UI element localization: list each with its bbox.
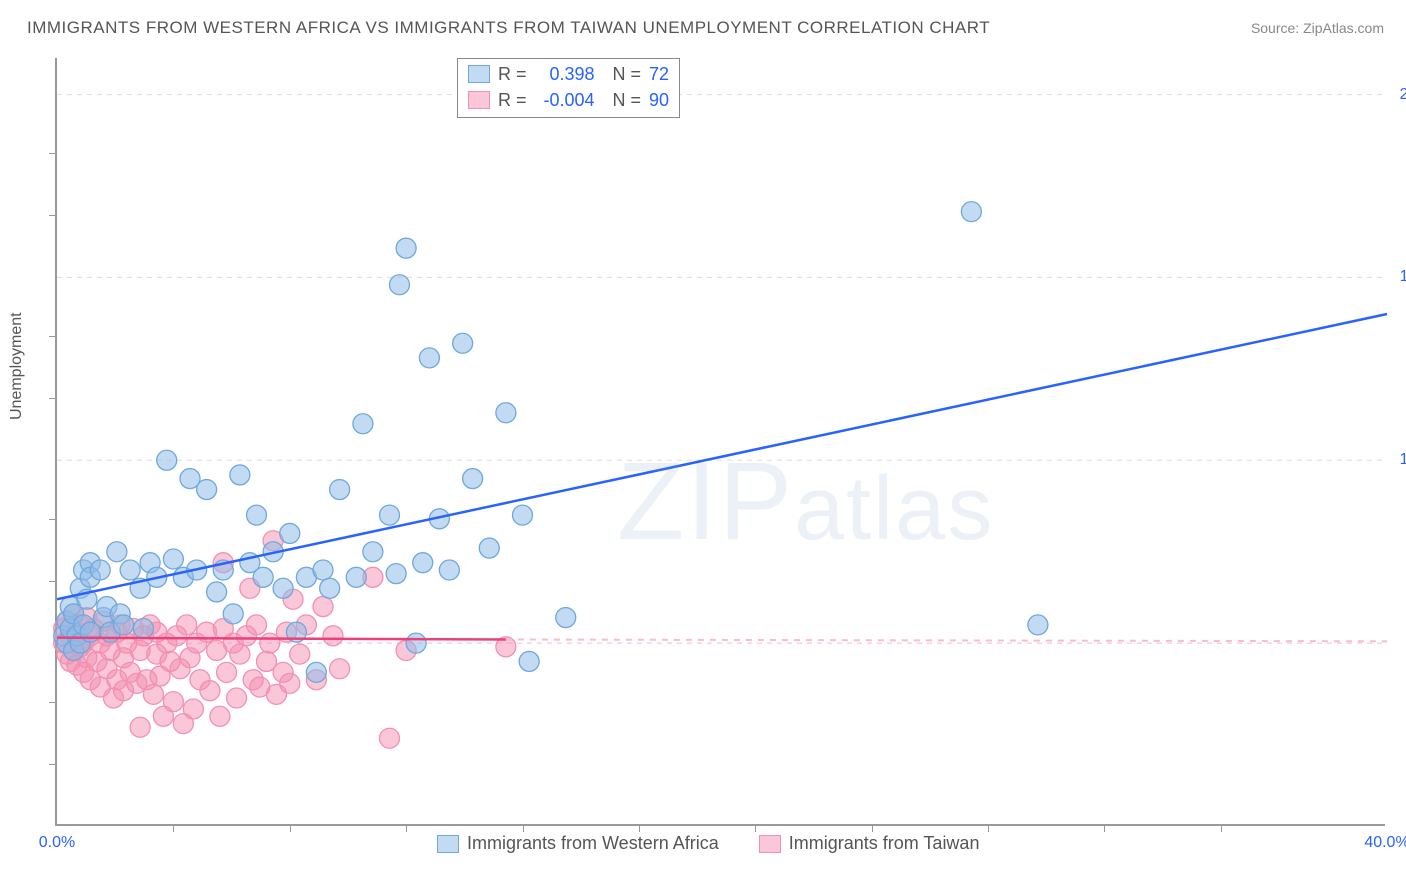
n-label: N = (613, 61, 642, 87)
stats-row: R = -0.004 N = 90 (468, 87, 669, 113)
stats-row: R = 0.398 N = 72 (468, 61, 669, 87)
bottom-legend: Immigrants from Western Africa Immigrant… (437, 833, 979, 854)
r-value: 0.398 (535, 61, 595, 87)
r-label: R = (498, 61, 527, 87)
x-tick-label: 40.0% (1364, 834, 1406, 852)
y-tick-label: 15.0% (1400, 268, 1406, 286)
legend-item-taiwan: Immigrants from Taiwan (759, 833, 980, 854)
x-tick-label: 0.0% (39, 834, 75, 852)
legend-item-western-africa: Immigrants from Western Africa (437, 833, 719, 854)
chart-svg (57, 58, 1385, 824)
n-label: N = (613, 87, 642, 113)
r-value: -0.004 (535, 87, 595, 113)
source-prefix: Source: (1251, 20, 1303, 36)
legend-label-1: Immigrants from Western Africa (467, 833, 719, 854)
y-tick-label: 10.0% (1400, 451, 1406, 469)
stats-swatch (468, 65, 490, 83)
r-label: R = (498, 87, 527, 113)
y-axis-label: Unemployment (8, 312, 26, 420)
source-link[interactable]: ZipAtlas.com (1303, 20, 1384, 36)
legend-swatch-blue (437, 835, 459, 853)
stats-swatch (468, 91, 490, 109)
chart-title: IMMIGRANTS FROM WESTERN AFRICA VS IMMIGR… (27, 18, 990, 38)
n-value: 90 (649, 87, 669, 113)
source-attribution: Source: ZipAtlas.com (1251, 20, 1384, 36)
n-value: 72 (649, 61, 669, 87)
legend-label-2: Immigrants from Taiwan (789, 833, 980, 854)
stats-legend: R = 0.398 N = 72 R = -0.004 N = 90 (457, 58, 680, 118)
plot-area: ZIPatlas R =0.398N =72R =-0.004N =90 Imm… (55, 58, 1385, 826)
y-tick-label: 20.0% (1400, 86, 1406, 104)
legend-swatch-pink (759, 835, 781, 853)
